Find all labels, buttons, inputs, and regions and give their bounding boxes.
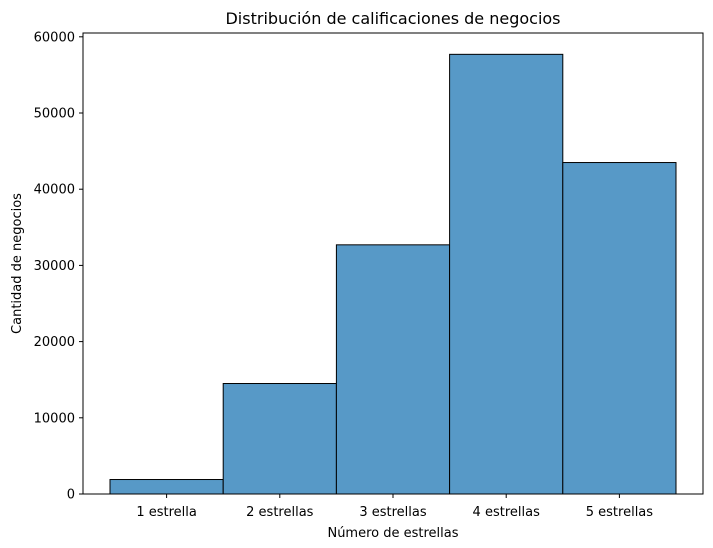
y-tick-label: 60000 <box>34 30 75 45</box>
x-tick-label: 1 estrella <box>136 505 197 520</box>
y-axis-label: Cantidad de negocios <box>10 193 25 334</box>
bar-4 <box>449 53 564 495</box>
bar-3 <box>335 244 451 495</box>
y-tick-label: 10000 <box>34 411 75 426</box>
x-tick-label: 3 estrellas <box>359 505 427 520</box>
y-tick-label: 20000 <box>34 335 75 350</box>
y-tick-label: 40000 <box>34 183 75 198</box>
x-axis: 1 estrella 2 estrellas 3 estrellas 4 estrel… <box>136 494 653 520</box>
plot-frame <box>82 32 704 495</box>
y-tick-label: 0 <box>67 488 75 503</box>
y-tick-label: 50000 <box>34 107 75 122</box>
x-tick-label: 5 estrellas <box>586 505 654 520</box>
x-tick-label: 4 estrellas <box>473 505 541 520</box>
bar-5 <box>562 162 677 495</box>
y-axis: 0 10000 20000 30000 40000 50000 60000 <box>34 30 83 503</box>
x-tick-label: 2 estrellas <box>246 505 314 520</box>
bar-1 <box>109 479 224 495</box>
y-tick-label: 30000 <box>34 259 75 274</box>
x-axis-label: Número de estrellas <box>327 526 458 541</box>
bar-2 <box>222 383 337 495</box>
bars-group <box>109 53 677 495</box>
chart-title: Distribución de calificaciones de negoci… <box>225 9 560 28</box>
